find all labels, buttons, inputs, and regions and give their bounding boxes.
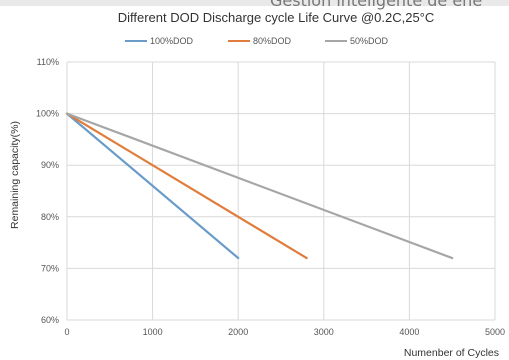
legend-label: 100%DOD (150, 36, 194, 46)
legend-label: 80%DOD (253, 36, 292, 46)
chart-title: Different DOD Discharge cycle Life Curve… (118, 10, 435, 25)
series-line-50pctdod (65, 112, 454, 260)
legend: 100%DOD 80%DOD 50%DOD (125, 36, 389, 46)
top-overlay-strip: Gestion inteligente de ene (0, 0, 509, 10)
series-layer (65, 112, 454, 260)
y-axis-ticks: 60% 70% 80% 90% 100% 110% (36, 57, 59, 325)
x-tick-label: 2000 (228, 327, 248, 337)
series-line-80pctdod (65, 112, 308, 260)
x-tick-label: 1000 (143, 327, 163, 337)
overlay-caption: Gestion inteligente de ene (270, 0, 483, 10)
x-tick-label: 0 (64, 327, 69, 337)
x-tick-label: 5000 (485, 327, 505, 337)
legend-label: 50%DOD (350, 36, 389, 46)
y-tick-label: 70% (41, 263, 59, 273)
x-tick-label: 3000 (314, 327, 334, 337)
series-line-100pctdod (65, 112, 240, 260)
grid (66, 61, 496, 321)
y-axis-title: Remaining capacity(%) (9, 121, 21, 229)
x-axis-title: Numenber of Cycles (404, 347, 499, 359)
y-tick-label: 100% (36, 109, 59, 119)
y-tick-label: 80% (41, 212, 59, 222)
y-tick-label: 90% (41, 160, 59, 170)
y-tick-label: 110% (37, 57, 59, 67)
x-axis-ticks: 0 1000 2000 3000 4000 5000 (64, 327, 505, 337)
x-tick-label: 4000 (399, 327, 419, 337)
y-tick-label: 60% (41, 315, 59, 325)
